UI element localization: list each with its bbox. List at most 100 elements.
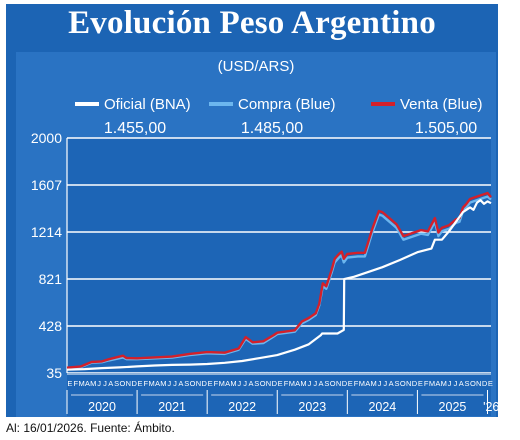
value-compra: 1.485,00 bbox=[240, 120, 304, 137]
x-tick-month-label: O bbox=[400, 379, 406, 388]
x-tick-month-label: M bbox=[219, 379, 225, 388]
y-tick-label: 1214 bbox=[31, 224, 62, 240]
x-tick-month-label: M bbox=[359, 379, 365, 388]
legend-label-oficial: Oficial (BNA) bbox=[104, 95, 191, 113]
x-tick-month-label: J bbox=[448, 379, 452, 388]
x-tick-month-label: A bbox=[178, 379, 183, 388]
x-tick-month-label: E bbox=[348, 379, 353, 388]
legend-label-venta: Venta (Blue) bbox=[400, 95, 483, 113]
legend-compra: Compra (Blue) bbox=[209, 94, 336, 114]
x-tick-month-label: A bbox=[435, 379, 440, 388]
x-tick-month-label: S bbox=[324, 379, 329, 388]
x-tick-year-label: 2020 bbox=[88, 400, 116, 414]
series-line-2 bbox=[66, 191, 492, 369]
x-tick-month-label: N bbox=[266, 379, 271, 388]
x-tick-month-label: D bbox=[412, 379, 418, 388]
x-tick-month-label: N bbox=[196, 379, 201, 388]
y-tick-label: 2000 bbox=[31, 130, 62, 146]
x-tick-month-label: N bbox=[336, 379, 341, 388]
x-tick-year-label: 2023 bbox=[298, 400, 326, 414]
value-venta: 1.505,00 bbox=[414, 120, 478, 137]
x-tick-month-label: F bbox=[354, 379, 359, 388]
x-tick-month-label: A bbox=[108, 379, 113, 388]
value-oficial: 1.455,00 bbox=[103, 120, 167, 137]
x-tick-month-label: E bbox=[488, 379, 493, 388]
x-tick-month-label: M bbox=[441, 379, 447, 388]
x-tick-month-label: D bbox=[272, 379, 278, 388]
y-tick-label: 1607 bbox=[31, 177, 62, 193]
x-tick-month-label: O bbox=[330, 379, 336, 388]
legend-label-compra: Compra (Blue) bbox=[238, 95, 336, 113]
chart-title: Evolución Peso Argentino bbox=[68, 5, 436, 41]
x-tick-month-label: M bbox=[289, 379, 295, 388]
x-tick-month-label: F bbox=[144, 379, 149, 388]
x-tick-month-label: O bbox=[470, 379, 476, 388]
x-tick-month-label: F bbox=[284, 379, 289, 388]
y-tick-label: 821 bbox=[39, 271, 63, 287]
x-tick-month-label: A bbox=[365, 379, 370, 388]
legend-swatch-compra bbox=[209, 102, 233, 106]
x-tick-month-label: J bbox=[307, 379, 311, 388]
x-tick-month-label: N bbox=[476, 379, 481, 388]
x-tick-month-label: M bbox=[90, 379, 96, 388]
x-tick-year-label: 2025 bbox=[439, 400, 467, 414]
x-tick-month-label: M bbox=[160, 379, 166, 388]
legend-swatch-venta bbox=[371, 102, 395, 106]
x-tick-month-label: F bbox=[214, 379, 219, 388]
x-tick-month-label: J bbox=[453, 379, 457, 388]
x-tick-month-label: J bbox=[103, 379, 107, 388]
legend-venta: Venta (Blue) bbox=[371, 94, 483, 114]
chart-subtitle: (USD/ARS) bbox=[217, 58, 295, 75]
x-tick-month-label: E bbox=[418, 379, 423, 388]
x-tick-month-label: D bbox=[342, 379, 348, 388]
x-tick-month-label: A bbox=[319, 379, 324, 388]
x-tick-month-label: J bbox=[173, 379, 177, 388]
x-tick-month-label: F bbox=[73, 379, 78, 388]
x-tick-month-label: O bbox=[260, 379, 266, 388]
x-tick-month-label: D bbox=[202, 379, 208, 388]
x-tick-month-label: M bbox=[429, 379, 435, 388]
x-tick-month-label: E bbox=[278, 379, 283, 388]
x-tick-month-label: F bbox=[424, 379, 429, 388]
x-tick-month-label: E bbox=[137, 379, 142, 388]
x-tick-month-label: N bbox=[406, 379, 411, 388]
x-tick-month-label: M bbox=[300, 379, 306, 388]
x-tick-year-label: 2021 bbox=[158, 400, 186, 414]
x-tick-month-label: N bbox=[126, 379, 131, 388]
plot-background bbox=[67, 138, 491, 373]
legend-oficial: Oficial (BNA) bbox=[75, 94, 191, 114]
x-tick-month-label: J bbox=[378, 379, 382, 388]
x-tick-month-label: J bbox=[167, 379, 171, 388]
x-tick-month-label: E bbox=[67, 379, 72, 388]
x-tick-month-label: S bbox=[114, 379, 119, 388]
x-tick-month-label: S bbox=[254, 379, 259, 388]
y-tick-label: 35 bbox=[46, 365, 62, 381]
x-tick-month-label: J bbox=[383, 379, 387, 388]
x-tick-month-label: O bbox=[190, 379, 196, 388]
x-tick-month-label: J bbox=[243, 379, 247, 388]
x-tick-month-label: S bbox=[465, 379, 470, 388]
x-tick-month-label: M bbox=[149, 379, 155, 388]
x-tick-month-label: M bbox=[230, 379, 236, 388]
series-line-0 bbox=[66, 199, 492, 371]
x-tick-month-label: S bbox=[184, 379, 189, 388]
x-tick-month-label: A bbox=[295, 379, 300, 388]
x-tick-month-label: O bbox=[120, 379, 126, 388]
x-tick-month-label: A bbox=[459, 379, 464, 388]
x-axis-band bbox=[67, 373, 491, 416]
legend-swatch-oficial bbox=[75, 102, 99, 106]
x-tick-month-label: J bbox=[97, 379, 101, 388]
x-tick-month-label: D bbox=[131, 379, 137, 388]
x-tick-month-label: S bbox=[394, 379, 399, 388]
x-tick-month-label: A bbox=[85, 379, 90, 388]
x-tick-month-label: A bbox=[225, 379, 230, 388]
x-tick-month-label: J bbox=[313, 379, 317, 388]
footer-source: Al: 16/01/2026. Fuente: Ámbito. bbox=[6, 421, 175, 435]
x-tick-month-label: D bbox=[482, 379, 488, 388]
x-tick-month-label: M bbox=[370, 379, 376, 388]
x-tick-year-label: 2022 bbox=[228, 400, 256, 414]
x-tick-month-label: A bbox=[248, 379, 253, 388]
x-tick-month-label: J bbox=[237, 379, 241, 388]
x-tick-year-label: 2024 bbox=[368, 400, 396, 414]
